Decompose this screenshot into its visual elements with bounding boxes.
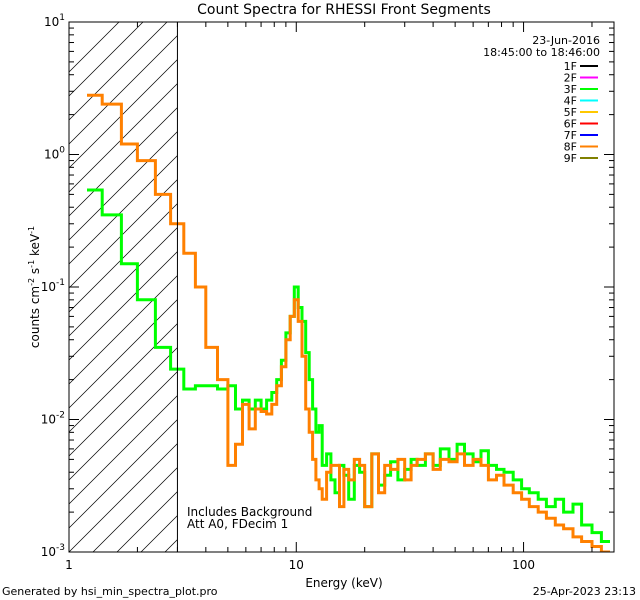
chart-title: Count Spectra for RHESSI Front Segments xyxy=(197,2,491,18)
hatch-line xyxy=(69,227,178,337)
y-tick-label: 10-1 xyxy=(41,278,65,294)
legend-label-4F: 4F xyxy=(564,95,577,108)
series-8F xyxy=(87,93,610,552)
annotation-background: Includes Background xyxy=(187,505,312,519)
hatch-line xyxy=(69,22,168,121)
axis-ticks: 1 10 100 10-3 10-2 10-1 100 101 xyxy=(41,13,614,572)
y-tick-label: 10-2 xyxy=(41,411,65,427)
legend-label-9F: 9F xyxy=(564,152,577,165)
legend-label-6F: 6F xyxy=(564,118,577,131)
hatch-line xyxy=(69,59,178,169)
y-tick-label: 10-3 xyxy=(41,543,65,559)
footer-timestamp: 25-Apr-2023 23:13 xyxy=(533,585,636,598)
y-axis-label: counts cm-2 s-1 keV-1 xyxy=(27,226,42,348)
hatch-line xyxy=(69,299,178,409)
plot-frame xyxy=(68,21,615,553)
hatch-line xyxy=(69,275,178,385)
x-tick-label: 10 xyxy=(289,558,304,572)
series-3F xyxy=(87,188,610,543)
footer-generated-by: Generated by hsi_min_spectra_plot.pro xyxy=(2,585,218,598)
annotation-attenuator: Att A0, FDecim 1 xyxy=(187,517,288,531)
legend-label-2F: 2F xyxy=(564,72,577,85)
hatch-line xyxy=(597,22,640,552)
legend-label-8F: 8F xyxy=(564,141,577,154)
y-tick-label: 101 xyxy=(44,13,65,29)
legend-label-7F: 7F xyxy=(564,129,577,142)
y-tick-label: 100 xyxy=(44,146,65,162)
hatch-line xyxy=(621,22,640,552)
hatch-line xyxy=(92,467,178,552)
hatch-line xyxy=(69,371,178,481)
x-axis-label: Energy (keV) xyxy=(305,576,382,590)
legend-time-range: 18:45:00 to 18:46:00 xyxy=(483,46,600,59)
x-tick-label: 100 xyxy=(512,558,535,572)
hatch-line xyxy=(69,107,178,217)
hatch-line xyxy=(69,83,178,193)
hatch-line xyxy=(69,419,178,529)
hatch-line xyxy=(69,251,178,361)
hatch-line xyxy=(69,443,178,552)
attenuator-hatch-region xyxy=(69,22,640,552)
legend-label-5F: 5F xyxy=(564,106,577,119)
x-tick-label: 1 xyxy=(65,558,73,572)
hatch-line xyxy=(477,22,640,552)
legend-date: 23-Jun-2016 xyxy=(532,34,600,47)
legend-label-3F: 3F xyxy=(564,83,577,96)
series-layer xyxy=(87,93,610,552)
legend-label-1F: 1F xyxy=(564,60,577,73)
hatch-line xyxy=(69,35,178,145)
hatch-line xyxy=(69,203,178,313)
hatch-line xyxy=(69,395,178,505)
